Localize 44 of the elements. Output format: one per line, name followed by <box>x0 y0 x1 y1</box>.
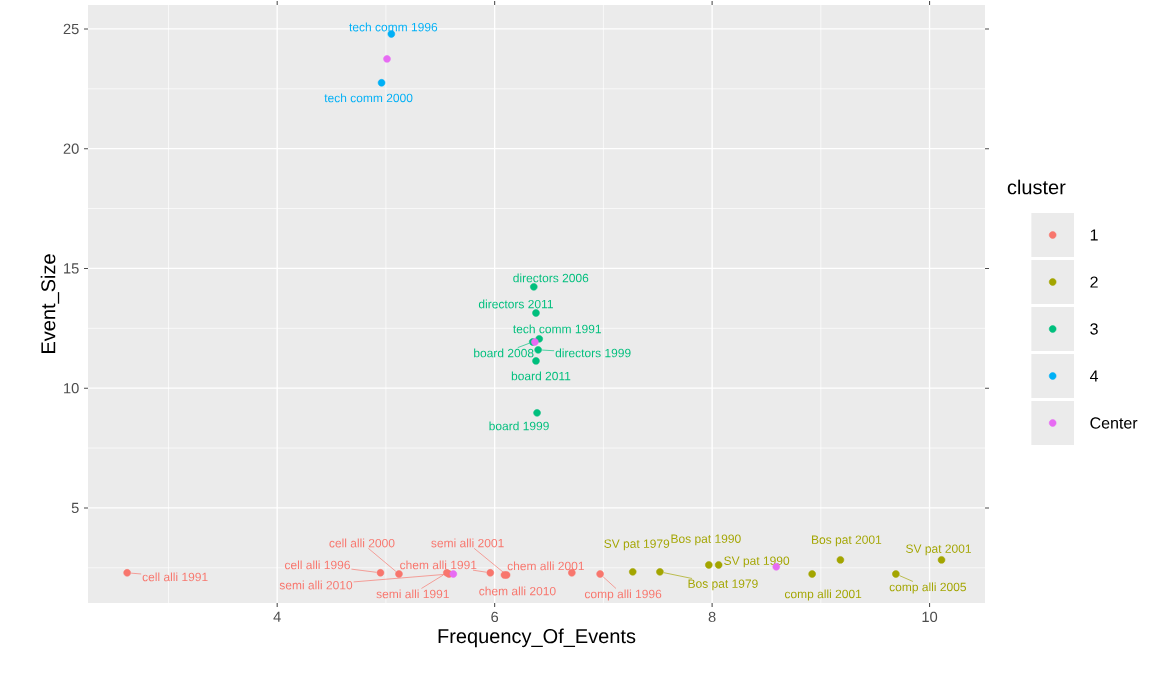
annotation: board 2008 <box>474 348 534 358</box>
legend-label: 3 <box>1090 323 1098 335</box>
annotation: SV pat 1979 <box>604 539 670 551</box>
y-axis-title: Event_Size <box>40 254 60 353</box>
legend-label: 4 <box>1089 370 1099 382</box>
annotation: cell alli 1991 <box>142 572 208 582</box>
legend-label: Center <box>1090 417 1138 429</box>
annotation: SV pat 2001 <box>906 544 971 556</box>
annotation: cell alli 1996 <box>284 560 350 570</box>
annotation: tech comm 2000 <box>324 93 413 103</box>
annotation: chem alli 1991 <box>400 560 477 570</box>
y-tick-label: 25 <box>63 23 79 35</box>
annotation: tech comm 1996 <box>349 22 438 32</box>
annotation: directors 1999 <box>555 348 631 358</box>
annotation: SV pat 1990 <box>724 556 790 568</box>
annotation: semi alli 2001 <box>431 538 504 548</box>
legend-label: 2 <box>1090 276 1098 288</box>
annotation: semi alli 1991 <box>376 589 449 599</box>
annotation: cell alli 2000 <box>329 538 395 548</box>
annotation: Bos pat 2001 <box>812 535 882 547</box>
legend-label: 1 <box>1090 229 1098 241</box>
annotation: comp alli 1996 <box>584 589 662 601</box>
annotation: board 2011 <box>511 371 571 381</box>
annotation: semi alli 2010 <box>279 580 353 590</box>
x-axis-title: Frequency_Of_Events <box>438 628 636 648</box>
annotation: chem alli 2010 <box>479 586 556 596</box>
annotation: comp alli 2001 <box>784 589 862 601</box>
y-tick-label: 10 <box>64 383 79 394</box>
annotation: chem alli 2001 <box>507 561 584 571</box>
x-tick-label: 10 <box>922 611 938 623</box>
annotation: directors 2011 <box>478 299 553 309</box>
y-tick-label: 20 <box>63 143 79 154</box>
annotation: Bos pat 1990 <box>671 534 741 546</box>
annotation: Bos pat 1979 <box>688 579 758 591</box>
legend-title: cluster <box>1007 179 1066 195</box>
annotation: comp alli 2005 <box>889 582 967 594</box>
y-tick-label: 5 <box>71 502 79 514</box>
y-tick-label: 15 <box>64 263 79 274</box>
annotation: board 1999 <box>489 421 549 431</box>
annotation: tech comm 1991 <box>513 324 601 334</box>
x-tick-label: 8 <box>708 611 716 623</box>
x-tick-label: 4 <box>273 611 281 622</box>
x-tick-label: 6 <box>491 611 499 623</box>
annotation: directors 2006 <box>513 273 589 283</box>
